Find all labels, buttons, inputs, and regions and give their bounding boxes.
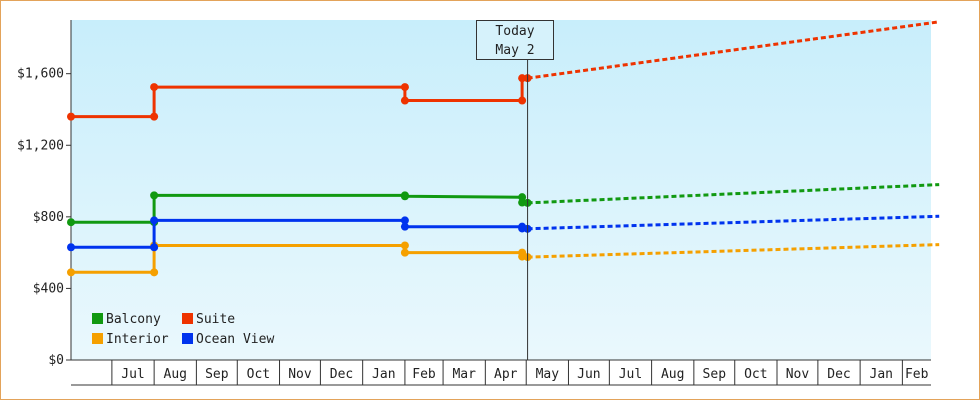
y-tick-label: $1,200 [17,138,64,153]
x-tick-label: Nov [288,367,312,382]
x-tick-label: Oct [744,367,767,382]
today-marker-label: Today May 2 [476,20,554,60]
series-suite [67,20,940,121]
legend-label-balcony: Balcony [106,312,161,327]
data-point-interior [400,241,409,250]
legend: Balcony Suite Interior Ocean View [92,312,292,352]
data-point-interior [400,248,409,257]
legend-swatch-suite [182,313,193,324]
forecast-line-interior [527,243,940,259]
legend-label-interior: Interior [106,332,169,347]
x-tick-label: Jun [577,367,600,382]
x-tick-label: Nov [786,367,810,382]
x-tick-label: Aug [164,367,187,382]
data-point-interior [67,268,75,277]
x-tick-label: Apr [494,367,518,382]
data-point-suite [67,112,75,121]
data-point-ocean-view [400,216,409,225]
y-tick-label: $1,600 [17,67,64,82]
x-tick-label: Jul [619,367,642,382]
today-label: Today [495,24,535,39]
data-point-suite [400,83,409,92]
x-tick-label: May [536,367,560,382]
y-tick-label: $0 [48,353,64,368]
data-point-ocean-view [400,222,409,231]
legend-swatch-interior [92,333,103,344]
x-tick-label: Oct [247,367,270,382]
data-point-balcony [67,218,75,227]
data-point-balcony [400,192,409,201]
forecast-line-ocean-view [527,214,940,231]
data-point-ocean-view [150,216,159,225]
forecast-line-balcony [527,183,940,205]
y-axis: $0 $400 $800 $1,200 $1,600 [17,20,72,368]
data-point-suite [150,112,159,121]
data-point-interior [150,268,159,277]
y-tick-label: $800 [33,210,64,225]
legend-item-suite: Suite [182,312,235,328]
x-tick-label: Jan [870,367,893,382]
forecast-line-suite [527,20,940,80]
legend-label-ocean-view: Ocean View [196,332,275,347]
x-tick-label: Dec [827,367,850,382]
x-tick-label: Jul [121,367,144,382]
x-tick-label: Aug [661,367,684,382]
data-point-suite [150,83,159,92]
x-axis: Jul Aug Sep Oct Nov Dec Jan Feb Mar Apr May Jun Jul A… [71,359,931,386]
legend-label-suite: Suite [196,312,236,327]
x-tick-label: Sep [205,367,229,382]
x-tick-label: Feb [905,367,929,382]
y-tick-label: $400 [33,281,64,296]
legend-swatch-ocean-view [182,333,193,344]
series-ocean-view [67,214,940,252]
x-tick-label: Dec [330,367,353,382]
data-point-ocean-view [67,243,75,252]
x-tick-label: Mar [452,367,476,382]
legend-item-interior: Interior [92,332,169,348]
legend-item-ocean-view: Ocean View [182,332,274,348]
x-tick-label: Feb [412,367,436,382]
data-point-suite [518,96,527,105]
today-date: May 2 [495,43,535,58]
data-point-ocean-view [150,243,159,252]
legend-item-balcony: Balcony [92,312,161,328]
x-tick-label: Jan [372,367,395,382]
data-point-suite [400,96,409,105]
x-tick-label: Sep [703,367,727,382]
data-point-balcony [150,191,159,200]
legend-swatch-balcony [92,313,103,324]
